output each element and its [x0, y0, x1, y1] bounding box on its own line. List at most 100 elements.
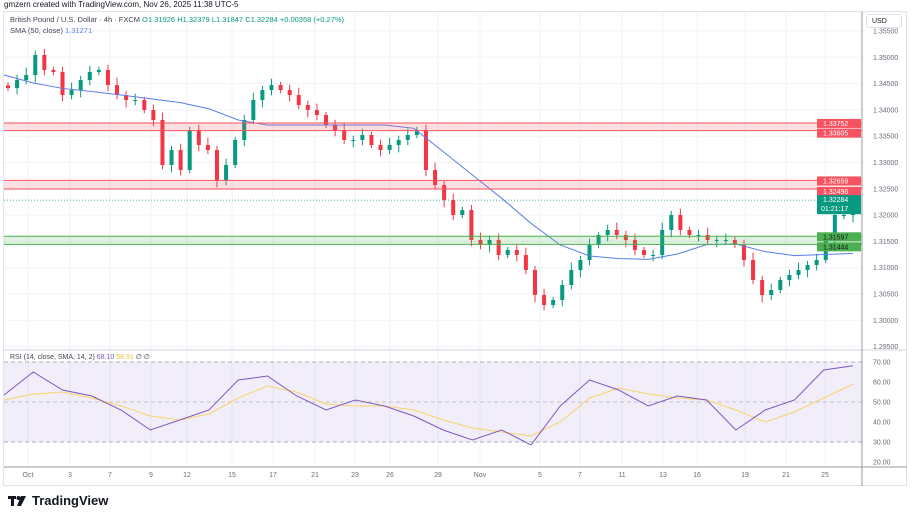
- candle-up: [787, 275, 792, 281]
- candle-down: [178, 149, 183, 171]
- candle-down: [469, 209, 474, 240]
- price-tick-label: 1.30000: [873, 318, 898, 325]
- candle-up: [814, 260, 819, 266]
- candle-down: [433, 170, 438, 186]
- candle-up: [387, 144, 392, 150]
- resistance-price-tag-label: 1.32496: [823, 189, 848, 196]
- price-tick-label: 1.34500: [873, 81, 898, 88]
- support-price-tag: [817, 232, 861, 242]
- candle-up: [651, 254, 656, 256]
- candle-down: [369, 134, 374, 145]
- rsi-value: 68.10: [96, 354, 115, 361]
- candle-down: [642, 249, 647, 255]
- sma-value: 1.31271: [65, 26, 93, 35]
- candle-up: [24, 75, 29, 81]
- candle-down: [196, 129, 201, 145]
- time-tick-label: Nov: [474, 472, 487, 479]
- resistance-price-tag: [817, 118, 861, 128]
- candle-up: [596, 234, 601, 245]
- rsi-tick-label: 60.00: [873, 380, 891, 387]
- candle-down: [342, 129, 347, 140]
- candle-up: [78, 80, 83, 91]
- candle-down: [314, 110, 319, 116]
- candle-up: [133, 100, 138, 102]
- candle-up: [269, 85, 274, 91]
- currency-button[interactable]: USD: [866, 14, 902, 28]
- candle-down: [632, 239, 637, 250]
- candle-up: [505, 249, 510, 255]
- time-tick-label: 21: [782, 472, 790, 479]
- candle-up: [587, 244, 592, 261]
- candle-down: [678, 214, 683, 230]
- time-tick-label: 7: [108, 472, 112, 479]
- candle-down: [305, 105, 310, 111]
- candle-up: [696, 234, 701, 236]
- resistance-zone: [4, 180, 862, 190]
- price-tick-label: 1.29500: [873, 344, 898, 351]
- current-price-label: 1.32284: [823, 197, 848, 204]
- candle-up: [87, 71, 92, 81]
- candle-up: [360, 134, 365, 140]
- candle-down: [514, 249, 519, 255]
- time-tick-label: 9: [149, 472, 153, 479]
- rsi-extra: ∅ ∅: [135, 354, 150, 361]
- time-tick-label: 12: [183, 472, 191, 479]
- candle-down: [423, 129, 428, 171]
- time-tick-label: 3: [68, 472, 72, 479]
- tradingview-logo-text: TradingView: [32, 493, 109, 508]
- candle-down: [741, 244, 746, 261]
- candle-up: [233, 139, 238, 165]
- tradingview-logo[interactable]: TradingView: [8, 493, 108, 508]
- candle-down: [614, 229, 619, 235]
- candle-up: [33, 54, 38, 76]
- time-tick-label: 23: [351, 472, 359, 479]
- price-change: +0.00358 (+0.27%): [279, 15, 345, 24]
- time-tick-label: 7: [578, 472, 582, 479]
- candle-up: [714, 239, 719, 241]
- candle-up: [723, 239, 728, 241]
- candle-up: [251, 100, 256, 120]
- time-tick-label: 25: [821, 472, 829, 479]
- candle-down: [42, 54, 47, 70]
- candle-up: [841, 214, 846, 216]
- chart-frame: [3, 11, 907, 486]
- rsi-tick-label: 30.00: [873, 440, 891, 447]
- candle-up: [487, 239, 492, 245]
- candle-down: [105, 69, 110, 86]
- price-tick-label: 1.32000: [873, 213, 898, 220]
- candle-down: [60, 71, 65, 96]
- ohlc-open: O1.31926: [142, 15, 176, 24]
- symbol-legend: British Pound / U.S. Dollar · 4h · FXCM …: [10, 15, 344, 24]
- candle-up: [351, 139, 356, 141]
- bar-countdown-label: 01:21:17: [821, 206, 848, 213]
- candle-down: [751, 260, 756, 281]
- candle-up: [832, 214, 837, 240]
- candle-down: [278, 85, 283, 91]
- time-tick-label: 13: [659, 472, 667, 479]
- rsi-legend[interactable]: RSI (14, close, SMA, 14, 2) 68.10 58.91 …: [10, 353, 150, 361]
- candle-up: [69, 90, 74, 96]
- candle-up: [805, 265, 810, 271]
- support-price-tag-label: 1.31444: [823, 244, 848, 251]
- price-tick-label: 1.33500: [873, 134, 898, 141]
- time-tick-label: 11: [618, 472, 625, 479]
- candle-up: [605, 229, 610, 235]
- candle-up: [460, 209, 465, 215]
- resistance-price-tag: [817, 128, 861, 138]
- time-tick-label: 29: [434, 472, 442, 479]
- time-tick-label: Oct: [23, 472, 34, 479]
- time-tick-label: 21: [311, 472, 319, 479]
- candle-down: [687, 229, 692, 235]
- ohlc-low: L1.31847: [211, 15, 244, 24]
- current-price-tag: [817, 195, 861, 215]
- price-tick-label: 1.32500: [873, 186, 898, 193]
- candle-up: [242, 119, 247, 140]
- sma-legend[interactable]: SMA (50, close) 1.31271: [10, 26, 92, 35]
- candle-down: [324, 115, 329, 125]
- candle-up: [15, 80, 20, 89]
- price-tick-label: 1.31000: [873, 265, 898, 272]
- candle-down: [124, 95, 129, 101]
- candle-up: [187, 129, 192, 171]
- rsi-tick-label: 50.00: [873, 400, 891, 407]
